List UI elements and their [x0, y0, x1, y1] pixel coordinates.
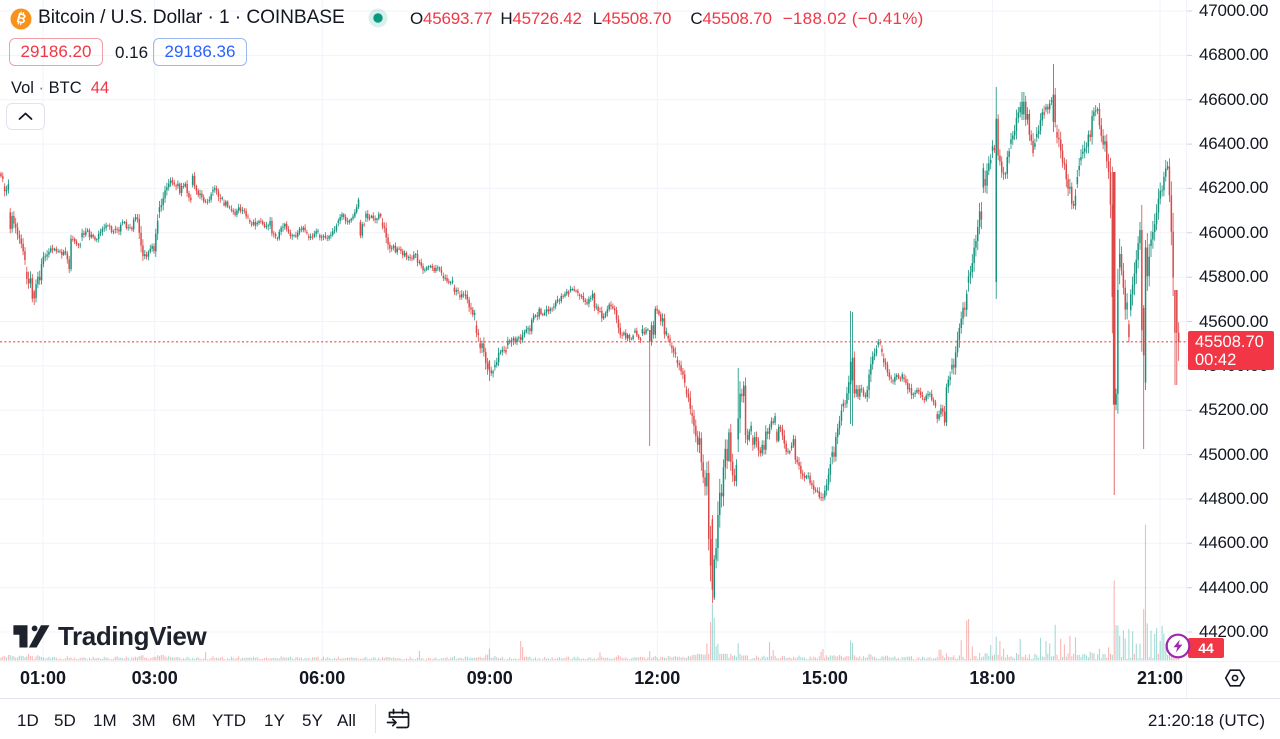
svg-text:TradingView: TradingView	[58, 624, 207, 650]
